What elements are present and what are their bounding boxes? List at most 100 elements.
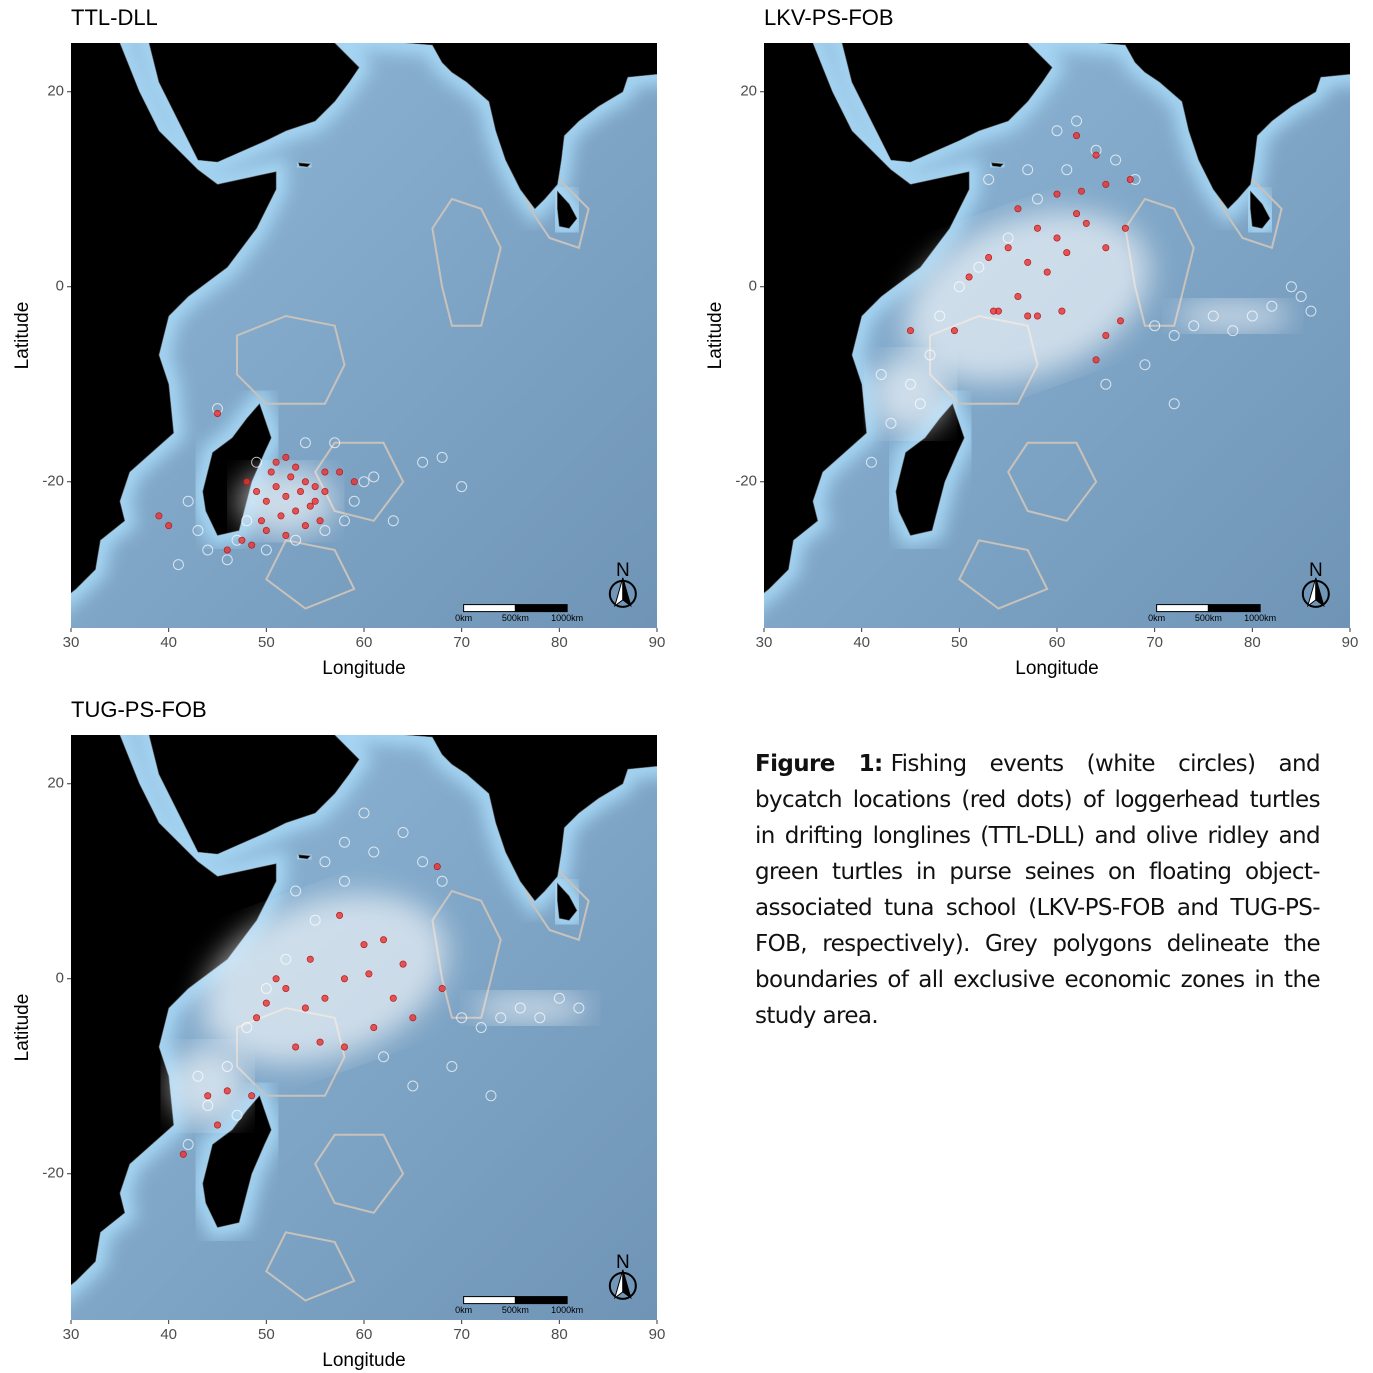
bycatch-point	[317, 518, 323, 524]
bycatch-point	[1034, 313, 1040, 319]
bycatch-point	[1054, 235, 1060, 241]
x-tick-label: 60	[1049, 634, 1066, 651]
bycatch-point	[302, 522, 308, 528]
bycatch-point	[273, 976, 279, 982]
bycatch-point	[410, 1015, 416, 1021]
panel-title: LKV-PS-FOB	[764, 5, 894, 30]
bycatch-point	[180, 1151, 186, 1157]
y-tick-label: 0	[56, 970, 64, 987]
bycatch-point	[283, 493, 289, 499]
event-density	[1174, 301, 1291, 330]
bycatch-point	[253, 488, 259, 494]
y-axis-label: Latitude	[705, 302, 726, 370]
bycatch-point	[1064, 249, 1070, 255]
bycatch-point	[263, 1000, 269, 1006]
bycatch-point	[1059, 308, 1065, 314]
x-tick-label: 50	[951, 634, 968, 651]
bycatch-point	[312, 498, 318, 504]
bycatch-point	[390, 995, 396, 1001]
bycatch-point	[1015, 206, 1021, 212]
north-label: N	[616, 560, 630, 581]
caption-text: Fishing events (white circles) and bycat…	[755, 751, 1320, 1029]
map-body	[0, 0, 677, 628]
bycatch-point	[263, 527, 269, 533]
bycatch-point	[1044, 269, 1050, 275]
y-tick-label: -20	[42, 1165, 64, 1182]
event-density	[237, 467, 335, 535]
bycatch-point	[248, 542, 254, 548]
bycatch-point	[248, 1093, 254, 1099]
x-axis-label: Longitude	[1015, 658, 1098, 679]
bycatch-point	[336, 469, 342, 475]
bycatch-point	[1127, 176, 1133, 182]
bycatch-point	[1025, 313, 1031, 319]
y-tick-label: -20	[42, 473, 64, 490]
bycatch-point	[1015, 293, 1021, 299]
x-tick-label: 40	[160, 1326, 177, 1343]
bycatch-point	[224, 1088, 230, 1094]
scale-label: 500km	[502, 613, 529, 623]
page: 0km500km1000kmN30405060708090-20020Longi…	[0, 0, 1373, 1373]
bycatch-point	[263, 498, 269, 504]
bycatch-point	[400, 961, 406, 967]
map-panel: 0km500km1000kmN30405060708090-20020Longi…	[0, 0, 677, 679]
scale-label: 0km	[455, 613, 472, 623]
event-density	[471, 993, 588, 1022]
x-tick-label: 90	[1342, 634, 1359, 651]
y-tick-label: 0	[749, 278, 757, 295]
bycatch-point	[1093, 357, 1099, 363]
y-axis-label: Latitude	[12, 302, 33, 370]
map-body	[666, 0, 1369, 628]
bycatch-point	[1025, 259, 1031, 265]
bycatch-point	[351, 479, 357, 485]
bycatch-point	[434, 863, 440, 869]
map-body	[0, 686, 677, 1320]
bycatch-point	[990, 308, 996, 314]
x-tick-label: 70	[453, 634, 470, 651]
map-panel: 0km500km1000kmN30405060708090-20020Longi…	[0, 686, 677, 1371]
bycatch-point	[283, 985, 289, 991]
scale-bar	[515, 1297, 567, 1304]
event-density	[871, 355, 949, 433]
bycatch-point	[439, 985, 445, 991]
north-label: N	[1309, 560, 1323, 581]
scale-bar	[464, 605, 516, 612]
bycatch-point	[380, 937, 386, 943]
bycatch-point	[361, 941, 367, 947]
scale-bar	[1157, 605, 1209, 612]
bycatch-point	[214, 1122, 220, 1128]
bycatch-point	[273, 459, 279, 465]
bycatch-point	[288, 474, 294, 480]
bycatch-point	[292, 1044, 298, 1050]
event-density	[169, 1047, 247, 1125]
y-tick-label: 0	[56, 278, 64, 295]
x-tick-label: 30	[756, 634, 773, 651]
bycatch-point	[239, 537, 245, 543]
bycatch-point	[268, 469, 274, 475]
x-axis-label: Longitude	[322, 658, 405, 679]
figure: 0km500km1000kmN30405060708090-20020Longi…	[0, 0, 1373, 1373]
bycatch-point	[966, 274, 972, 280]
bycatch-point	[302, 479, 308, 485]
bycatch-point	[366, 971, 372, 977]
bycatch-point	[292, 464, 298, 470]
y-tick-label: -20	[735, 473, 757, 490]
bycatch-point	[307, 503, 313, 509]
x-axis-label: Longitude	[322, 1350, 405, 1371]
north-label: N	[616, 1252, 630, 1273]
bycatch-point	[253, 1015, 259, 1021]
bycatch-point	[907, 327, 913, 333]
scale-label: 500km	[1195, 613, 1222, 623]
x-tick-label: 30	[63, 1326, 80, 1343]
x-tick-label: 90	[649, 634, 666, 651]
caption: Figure 1:Fishing events (white circles) …	[755, 746, 1320, 1034]
y-tick-label: 20	[47, 775, 64, 792]
bycatch-point	[317, 1039, 323, 1045]
y-tick-label: 20	[47, 83, 64, 100]
bycatch-point	[283, 532, 289, 538]
bycatch-point	[341, 976, 347, 982]
bycatch-point	[297, 488, 303, 494]
bycatch-point	[273, 483, 279, 489]
scale-label: 0km	[1148, 613, 1165, 623]
bycatch-point	[1034, 225, 1040, 231]
